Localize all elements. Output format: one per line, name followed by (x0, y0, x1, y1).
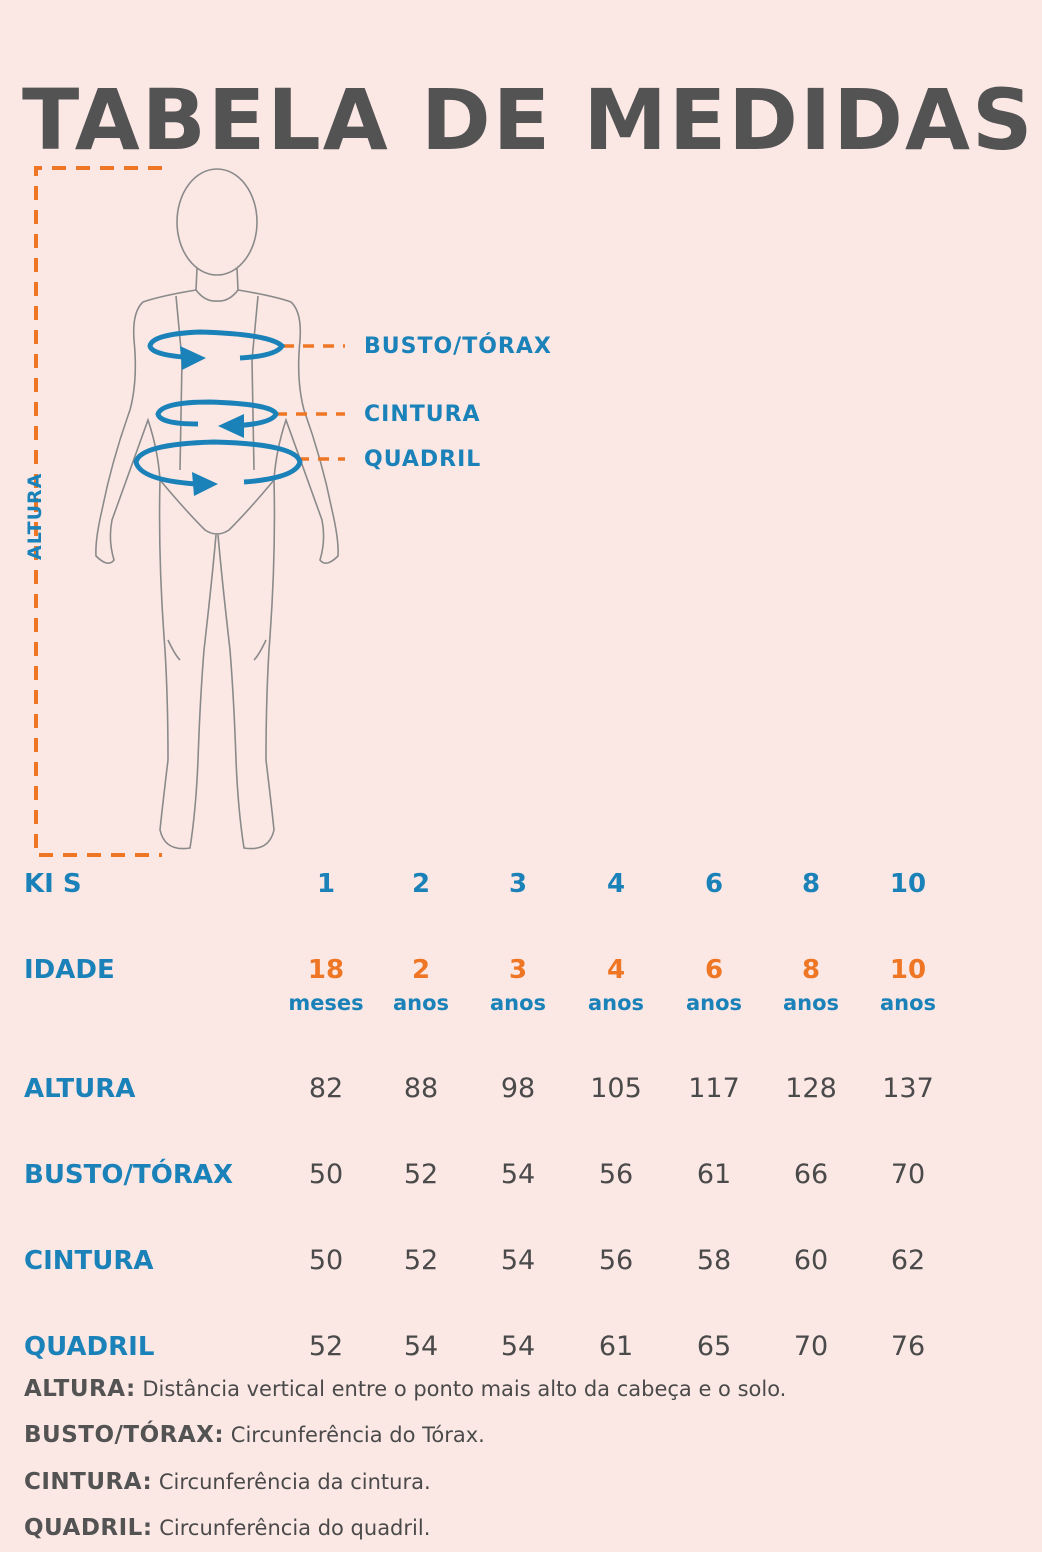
cintura-row-label: CINTURA (24, 1246, 154, 1276)
table-cell: 70 (793, 1331, 829, 1362)
age-number: 6 (704, 955, 724, 985)
size-cell: 1 (316, 869, 336, 899)
definition-term: QUADRIL: (24, 1515, 153, 1541)
table-cell: 105 (590, 1073, 642, 1104)
table-cell: 61 (696, 1159, 732, 1190)
definition-altura: ALTURA: Distância vertical entre o ponto… (24, 1376, 786, 1402)
height-vertical-label: ALTURA (24, 472, 46, 560)
measurement-rings (133, 329, 303, 487)
age-number: 8 (801, 955, 821, 985)
table-cell: 54 (500, 1245, 536, 1276)
quadril-measure-label: QUADRIL (364, 447, 482, 472)
table-cell: 54 (500, 1331, 536, 1362)
height-bracket (34, 166, 162, 857)
age-number: 10 (889, 955, 927, 985)
size-header: KI S (24, 869, 82, 899)
table-cell: 61 (598, 1331, 634, 1362)
altura-row-label: ALTURA (24, 1074, 136, 1104)
age-unit: anos (587, 991, 645, 1015)
age-number: 2 (411, 955, 431, 985)
table-cell: 137 (882, 1073, 934, 1104)
age-number: 18 (307, 955, 345, 985)
table-cell: 50 (308, 1159, 344, 1190)
table-cell: 60 (793, 1245, 829, 1276)
size-cell: 10 (889, 869, 927, 899)
leader-lines (276, 344, 345, 461)
body-figure-illustration (34, 166, 345, 857)
table-cell: 65 (696, 1331, 732, 1362)
definition-text: Circunferência do Tórax. (224, 1423, 485, 1447)
table-cell: 56 (598, 1159, 634, 1190)
body-outline (95, 168, 339, 850)
definition-term: BUSTO/TÓRAX: (24, 1422, 225, 1448)
table-cell: 52 (403, 1245, 439, 1276)
definition-text: Circunferência do quadril. (152, 1516, 431, 1540)
definition-quadril: QUADRIL: Circunferência do quadril. (24, 1515, 430, 1541)
page-title: TABELA DE MEDIDAS (22, 71, 1035, 169)
busto-measure-label: BUSTO/TÓRAX (364, 334, 552, 359)
table-cell: 66 (793, 1159, 829, 1190)
size-cell: 6 (704, 869, 724, 899)
size-cell: 2 (411, 869, 431, 899)
table-cell: 88 (403, 1073, 439, 1104)
table-cell: 50 (308, 1245, 344, 1276)
size-cell: 3 (508, 869, 528, 899)
definition-cintura: CINTURA: Circunferência da cintura. (24, 1469, 431, 1495)
table-cell: 62 (890, 1245, 926, 1276)
measurement-arrows (180, 346, 244, 496)
table-cell: 117 (688, 1073, 740, 1104)
definition-term: CINTURA: (24, 1469, 153, 1495)
age-label: IDADE (24, 955, 115, 985)
age-unit: anos (879, 991, 937, 1015)
table-cell: 76 (890, 1331, 926, 1362)
table-cell: 56 (598, 1245, 634, 1276)
age-unit: anos (392, 991, 450, 1015)
definition-text: Distância vertical entre o ponto mais al… (135, 1377, 787, 1401)
table-cell: 58 (696, 1245, 732, 1276)
definition-busto: BUSTO/TÓRAX: Circunferência do Tórax. (24, 1422, 485, 1448)
age-unit: anos (489, 991, 547, 1015)
table-cell: 54 (500, 1159, 536, 1190)
age-unit: anos (685, 991, 743, 1015)
table-cell: 98 (500, 1073, 536, 1104)
table-cell: 52 (308, 1331, 344, 1362)
definition-term: ALTURA: (24, 1376, 136, 1402)
table-cell: 52 (403, 1159, 439, 1190)
age-number: 4 (606, 955, 626, 985)
size-cell: 4 (606, 869, 626, 899)
size-cell: 8 (801, 869, 821, 899)
table-cell: 82 (308, 1073, 344, 1104)
quadril-row-label: QUADRIL (24, 1332, 155, 1362)
age-unit: meses (288, 991, 364, 1015)
busto-row-label: BUSTO/TÓRAX (24, 1160, 234, 1190)
definition-text: Circunferência da cintura. (152, 1470, 431, 1494)
age-number: 3 (508, 955, 528, 985)
table-cell: 128 (785, 1073, 837, 1104)
age-unit: anos (782, 991, 840, 1015)
cintura-measure-label: CINTURA (364, 402, 481, 427)
table-cell: 54 (403, 1331, 439, 1362)
table-cell: 70 (890, 1159, 926, 1190)
